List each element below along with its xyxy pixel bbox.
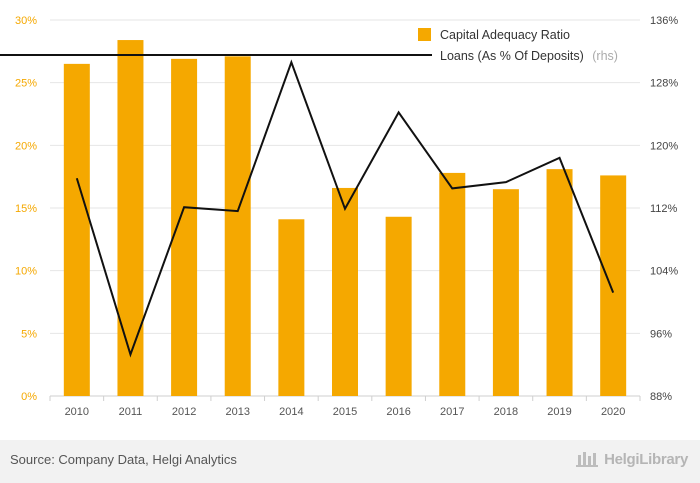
y-left-tick-label: 25% bbox=[15, 78, 37, 90]
y-left-tick-label: 15% bbox=[15, 203, 37, 215]
y-right-tick-label: 120% bbox=[650, 140, 678, 152]
loans-line[interactable] bbox=[75, 59, 615, 358]
bar-2020[interactable] bbox=[600, 175, 627, 396]
y-right-tick-label: 128% bbox=[650, 78, 678, 90]
y-left-tick-label: 30% bbox=[15, 15, 37, 27]
y-left-tick-label: 5% bbox=[21, 328, 37, 340]
x-tick-label: 2013 bbox=[225, 406, 249, 418]
bar-2016[interactable] bbox=[385, 216, 412, 396]
line-series bbox=[75, 59, 615, 358]
bar-2015[interactable] bbox=[332, 187, 358, 396]
legend-swatch-bar bbox=[418, 28, 431, 41]
legend: Capital Adequacy Ratio Loans (As % Of De… bbox=[0, 28, 618, 64]
y-right-tick-label: 104% bbox=[650, 266, 678, 278]
y-left-tick-label: 0% bbox=[21, 391, 37, 403]
footer: Source: Company Data, Helgi Analytics He… bbox=[0, 440, 700, 483]
x-tick-label: 2011 bbox=[119, 406, 143, 418]
y-left-tick-label: 10% bbox=[15, 266, 37, 278]
right-axis: 88% 96% 104% 112% 120% 128% 136% bbox=[650, 15, 678, 403]
bar-2011[interactable] bbox=[117, 40, 144, 396]
y-right-tick-label: 112% bbox=[650, 203, 678, 215]
x-tick-label: 2015 bbox=[333, 406, 357, 418]
y-left-tick-label: 20% bbox=[15, 140, 37, 152]
bar-2012[interactable] bbox=[171, 58, 198, 396]
legend-label-line: Loans (As % Of Deposits) (rhs) bbox=[440, 47, 618, 64]
brand-logo[interactable]: HelgiLibrary bbox=[575, 450, 688, 468]
x-tick-label: 2016 bbox=[386, 406, 410, 418]
bar-series bbox=[63, 40, 627, 396]
source-note: Source: Company Data, Helgi Analytics bbox=[10, 452, 237, 467]
bar-2010[interactable] bbox=[63, 63, 90, 396]
bar-2018[interactable] bbox=[492, 189, 519, 396]
x-tick-label: 2012 bbox=[172, 406, 196, 418]
x-tick-label: 2014 bbox=[279, 406, 303, 418]
chart-area: 0% 5% 10% 15% 20% 25% 30% 88% 96% 104% 112% 120% 12… bbox=[0, 15, 678, 418]
bar-2017[interactable] bbox=[439, 172, 466, 396]
combo-chart: 0% 5% 10% 15% 20% 25% 30% 88% 96% 104% 112% 120% 12… bbox=[0, 15, 678, 418]
x-tick-label: 2010 bbox=[65, 406, 89, 418]
legend-label-line-name: Loans (As % Of Deposits) bbox=[440, 49, 584, 63]
left-axis: 0% 5% 10% 15% 20% 25% 30% bbox=[15, 15, 37, 403]
brand-name: HelgiLibrary bbox=[604, 450, 688, 468]
legend-label-line-note: (rhs) bbox=[592, 49, 618, 63]
x-tick-label: 2019 bbox=[547, 406, 571, 418]
library-icon bbox=[576, 452, 599, 467]
bar-2019[interactable] bbox=[546, 169, 573, 396]
x-tick-label: 2017 bbox=[440, 406, 464, 418]
x-tick-label: 2020 bbox=[601, 406, 625, 418]
bar-2013[interactable] bbox=[224, 56, 251, 396]
x-tick-label: 2018 bbox=[494, 406, 518, 418]
bar-2014[interactable] bbox=[278, 219, 305, 396]
x-axis: 2010 2011 2012 2013 2014 2015 2016 2017 2018 2019… bbox=[49, 396, 641, 418]
y-right-tick-label: 88% bbox=[650, 391, 672, 403]
y-right-tick-label: 136% bbox=[650, 15, 678, 27]
legend-label-bar: Capital Adequacy Ratio bbox=[440, 28, 570, 42]
y-right-tick-label: 96% bbox=[650, 328, 672, 340]
